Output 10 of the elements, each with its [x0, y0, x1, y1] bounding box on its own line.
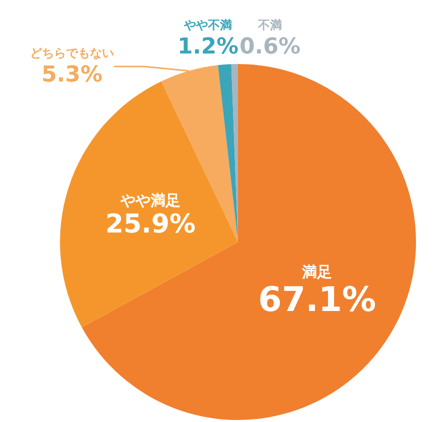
data-label: 67.1%	[258, 280, 376, 320]
slice-label: 満足	[301, 262, 332, 281]
slice-label: どちらでもない	[30, 46, 114, 60]
slice-label: やや不満	[183, 18, 232, 32]
data-label: 25.9%	[105, 210, 196, 240]
slice-label: やや満足	[119, 192, 180, 210]
data-label: 1.2%	[177, 34, 239, 60]
data-label: 5.3%	[41, 62, 103, 88]
slice-label: 不満	[257, 18, 282, 32]
data-label: 0.6%	[239, 34, 301, 60]
